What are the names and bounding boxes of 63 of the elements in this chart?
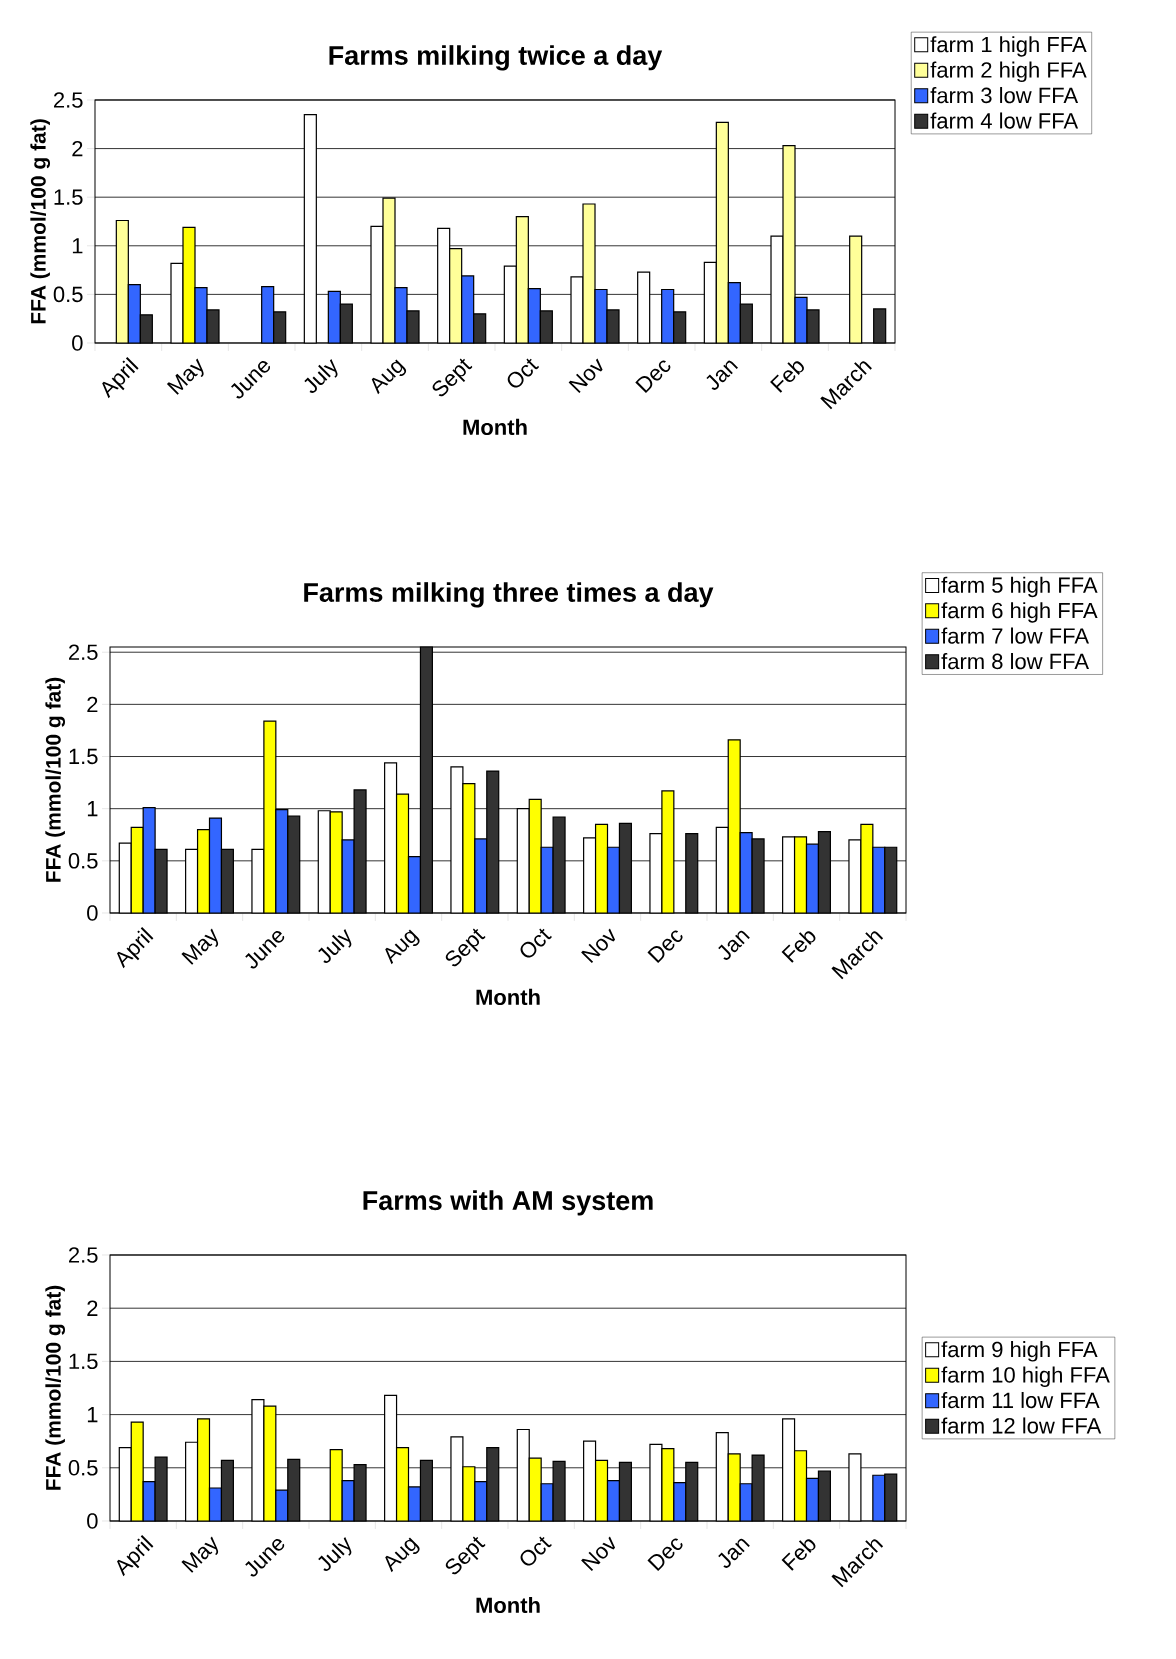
y-tick-label: 1.5 (69, 1353, 98, 1370)
x-tick-label: May (181, 1536, 219, 1573)
x-tick-label: Feb (770, 361, 804, 393)
x-tick-label: July (318, 1537, 352, 1572)
y-tick-label: 0.5 (68, 853, 98, 869)
legend-label: farm 7 low FFA (941, 627, 1090, 644)
x-tick-label: July (304, 359, 338, 394)
legend-label: farm 4 low FFA (930, 112, 1079, 129)
legend-label: farm 11 low FFA (941, 1391, 1100, 1409)
x-tick-label: May (166, 358, 204, 395)
x-tick-label: Aug (385, 1537, 420, 1573)
y-tick-label: 0.5 (68, 1460, 98, 1476)
x-tick-label: Jan (706, 360, 739, 390)
y-axis-title: FFA (mmol/100 g fat) (30, 119, 51, 324)
legend-label: farm 8 low FFA (941, 653, 1090, 670)
legend-label: farm 9 high FFA (941, 1341, 1098, 1362)
chart-title: Farms milking three times a day (304, 582, 714, 608)
x-tick-label: May (181, 928, 219, 965)
legend-label: farm 3 low FFA (930, 87, 1079, 104)
y-tick-label: 2 (87, 1300, 98, 1316)
x-tick-label: Dec (647, 1538, 683, 1572)
legend-label: farm 6 high FFA (941, 602, 1098, 623)
x-tick-label: Jan (718, 930, 750, 960)
x-tick-label: Oct (520, 1536, 552, 1566)
y-tick-label: 0 (72, 335, 83, 351)
x-tick-label: Dec (635, 360, 671, 394)
x-tick-label: Aug (385, 929, 420, 965)
legend-label: farm 10 high FFA (941, 1366, 1110, 1388)
x-tick-label: Nov (581, 928, 616, 964)
y-tick-label: 0.5 (53, 286, 83, 303)
y-tick-label: 2.5 (69, 644, 98, 660)
y-tick-label: 0 (87, 1513, 98, 1529)
legend-label: farm 12 low FFA (941, 1417, 1102, 1434)
x-axis-title: Month (463, 418, 527, 436)
y-tick-label: 0 (87, 905, 98, 921)
chart-title: Farms with AM system (363, 1190, 653, 1216)
y-axis-title: FFA (mmol/100 g fat) (45, 677, 66, 882)
x-tick-label: Oct (507, 358, 540, 388)
x-tick-label: Nov (581, 1536, 616, 1572)
y-tick-label: 1 (87, 801, 98, 817)
x-tick-label: Nov (568, 358, 603, 394)
y-tick-label: 1 (72, 238, 83, 254)
x-tick-label: Dec (647, 930, 683, 964)
x-tick-label: July (318, 929, 352, 964)
y-tick-label: 1.5 (54, 189, 83, 205)
x-tick-label: Oct (520, 928, 552, 958)
y-axis-title: FFA (mmol/100 g fat) (45, 1285, 66, 1490)
chart-title: Farms milking twice a day (329, 45, 663, 71)
x-axis-title: Month (476, 988, 540, 1006)
legend-label: farm 1 high FFA (930, 36, 1087, 57)
y-tick-label: 1 (87, 1407, 98, 1423)
x-axis-title: Month (476, 1596, 540, 1614)
x-tick-label: Feb (781, 1539, 816, 1571)
legend-label: farm 2 high FFA (930, 61, 1087, 83)
y-tick-label: 2.5 (54, 92, 83, 108)
y-tick-label: 1.5 (69, 748, 98, 765)
x-tick-label: Jan (718, 1538, 750, 1568)
x-tick-label: Aug (371, 359, 407, 395)
x-tick-label: Feb (781, 931, 816, 963)
y-tick-label: 2 (87, 696, 98, 713)
y-tick-label: 2.5 (69, 1247, 98, 1263)
y-tick-label: 2 (72, 140, 83, 157)
legend-label: farm 5 high FFA (941, 576, 1098, 598)
